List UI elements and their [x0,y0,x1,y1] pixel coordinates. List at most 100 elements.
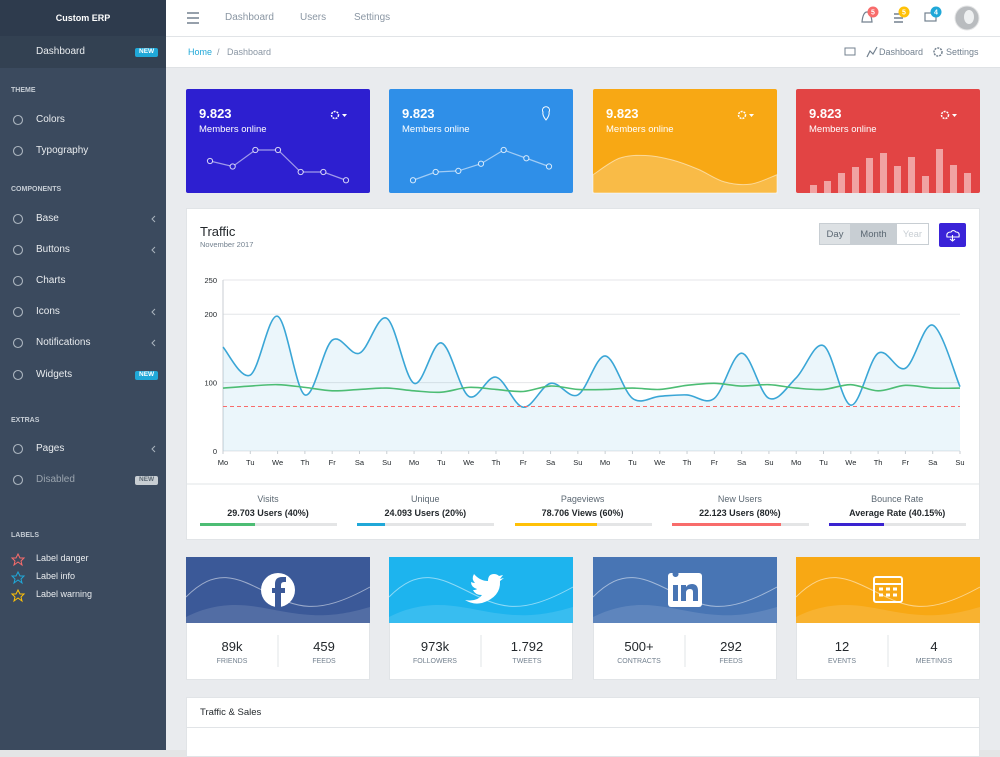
y-tick-label: 100 [204,379,217,388]
breadcrumb-current: Dashboard [227,47,272,57]
sidebar-link[interactable]: Typography [36,145,89,156]
star-icon [10,552,26,567]
x-tick-label: Mo [218,458,228,467]
social-label: MEETINGS [915,658,953,665]
sidebar-heading: EXTRAS [11,417,40,424]
sidebar-link[interactable]: Dashboard [36,46,85,57]
range-button[interactable]: Year [896,223,929,245]
nav-icon [12,275,24,287]
chevron [151,339,156,347]
stat-value: 9.823 [809,106,842,121]
facebook-f [272,577,286,607]
twitter-icon [465,574,504,604]
spark-point [274,146,282,154]
gear-icon [933,47,943,57]
y-tick-label: 200 [204,310,217,319]
stat-label: Members online [606,124,674,135]
sidebar-link[interactable]: Label info [36,571,76,581]
spark-bar [964,173,971,193]
x-tick-label: Su [382,458,391,467]
social-label: FEEDS [719,658,743,665]
gear-icon [737,110,747,120]
x-tick-label: Mo [791,458,801,467]
stat-card-chart [592,110,778,194]
sidebar-link[interactable]: Notifications [36,337,91,348]
sidebar-link[interactable]: Buttons [36,244,70,255]
star-icon [10,588,26,603]
spark-point [523,155,530,162]
social-value: 973k [420,639,450,654]
stat-label: New Users [717,494,762,504]
spark-point [229,163,236,170]
stat-label: Members online [199,124,267,135]
avatar-face [964,10,974,24]
stat-text: 29.703 Users (40%) [227,508,309,518]
sidebar-link[interactable]: Disabled [36,474,75,485]
breadcrumb-bar [166,37,1000,68]
nav-icon [12,474,24,486]
stat-text: Average Rate (40.15%) [849,508,946,518]
progress-bar [514,523,597,526]
badge-bg [898,6,910,18]
range-button[interactable]: Day [819,223,851,245]
calendar-day [886,587,890,591]
stat-label: Bounce Rate [871,494,924,504]
nav-link[interactable]: Users [300,12,327,23]
x-tick-label: Tu [819,458,827,467]
stat-card [593,89,777,193]
breadcrumb-link[interactable]: Home [188,47,213,57]
stat-label: Pageviews [560,494,605,504]
spark-point [500,146,507,154]
sidebar-link[interactable]: Widgets [36,369,73,380]
nav-link[interactable]: Dashboard [225,12,274,23]
sidebar-link[interactable]: Charts [36,275,66,286]
sidebar-link[interactable]: Label warning [36,589,93,599]
header-icons: 5 5 4 [187,5,980,31]
breadcrumb-action[interactable]: Dashboard [879,47,924,57]
social-value: 89k [221,639,243,654]
progress-bar [829,523,885,526]
sidebar-link[interactable]: Colors [36,114,65,125]
progress-bar [671,523,782,526]
stat-label: Unique [411,494,440,504]
spark-bar [936,149,943,193]
social-value: 1.792 [510,639,544,654]
spark-point [342,177,350,184]
progress-track [200,523,337,526]
sidebar-link[interactable]: Base [36,213,59,224]
x-tick-label: Tu [437,458,445,467]
y-tick-label: 250 [204,276,217,285]
range-button[interactable]: Month [851,223,896,245]
spark-bar [838,173,845,193]
sidebar-link[interactable]: Label danger [36,553,89,563]
spark-point [320,168,327,176]
nav-icon [12,369,24,381]
stat-card [389,89,573,193]
breadcrumb-action[interactable]: Settings [946,47,979,57]
nav-link[interactable]: Settings [354,12,391,23]
social-graphic [185,573,371,667]
spark-bar [908,157,915,193]
caret [749,114,754,117]
y-tick-label: 0 [213,447,217,456]
wave [389,605,573,623]
wave [388,577,574,607]
traffic-chart: 0 100 200 250 Mo Tu We Th Fr Sa Su Mo Tu We Th Fr Sa Su Mo… [186,276,980,485]
x-tick-label: Mo [600,458,610,467]
x-tick-label: Fr [902,458,910,467]
area-fill [223,316,960,451]
spark-point [297,168,304,176]
stat-value: 9.823 [402,106,435,121]
chevron [151,246,156,254]
star-icon [10,570,26,585]
sidebar-link[interactable]: Icons [36,306,60,317]
nav-icon [12,244,24,256]
wave [796,605,980,623]
stat-value: 9.823 [199,106,232,121]
chevron [151,308,156,316]
wave [795,577,981,607]
spark-bar [810,185,817,193]
sidebar-link[interactable]: Pages [36,443,65,454]
x-tick-label: Sa [355,458,365,467]
